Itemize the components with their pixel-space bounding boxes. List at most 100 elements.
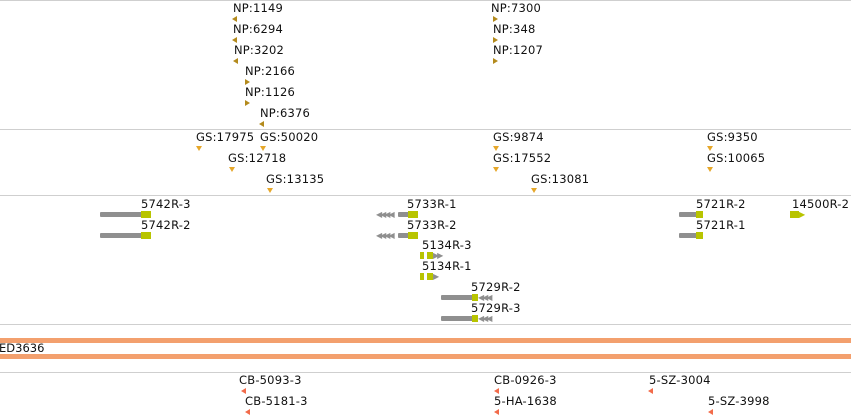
feature-label: NP:348 — [493, 22, 536, 36]
feature-label: 5134R-3 — [422, 238, 472, 252]
feature-label: NP:6376 — [260, 106, 311, 120]
gene-model — [679, 232, 707, 239]
transcript-track: 5742R-3 5742R-2 5733R-1 ◀◀◀◀ 5733R-2 ◀◀◀… — [0, 196, 851, 324]
exon-block — [427, 273, 433, 280]
feature-label: CB-5093-3 — [239, 373, 302, 387]
feature-label: 14500R-2 — [792, 197, 850, 211]
feature-label: 5-SZ-3998 — [708, 394, 770, 408]
exon-block — [141, 232, 151, 239]
marker-left-icon — [648, 388, 653, 394]
feature-label: 5733R-2 — [407, 218, 457, 232]
exon-block — [472, 315, 478, 322]
exon-block — [408, 232, 418, 239]
feature-label: GS:12718 — [228, 151, 287, 165]
marker-left-icon — [232, 37, 237, 43]
marker-left-icon — [494, 388, 499, 394]
feature-label: NP:2166 — [245, 64, 296, 78]
gene-model: ◀◀◀◀ — [376, 210, 422, 219]
feature-label: NP:7300 — [491, 1, 542, 15]
gene-model — [100, 232, 152, 239]
feature-label: 5729R-3 — [471, 301, 521, 315]
feature-label: 5729R-2 — [471, 280, 521, 294]
intron-bar — [679, 212, 697, 217]
np-track: NP:1149 NP:6294 NP:3202 NP:2166 NP:1126 … — [0, 0, 851, 129]
feature-label: NP:6294 — [233, 22, 284, 36]
track-separator — [0, 129, 851, 130]
intron-bar — [100, 212, 142, 217]
gene-model: ▶ — [790, 210, 805, 219]
exon-block — [141, 211, 151, 218]
marker-down-icon — [196, 146, 202, 151]
feature-label: GS:13081 — [531, 172, 590, 186]
track-separator — [0, 195, 851, 196]
exon-block — [696, 211, 703, 218]
strand-arrows-icon: ▶ — [433, 272, 439, 281]
intron-bar — [441, 316, 473, 321]
feature-label: NP:1126 — [245, 85, 296, 99]
feature-label: 5742R-2 — [141, 218, 191, 232]
exon-block — [696, 232, 703, 239]
gene-model: ▶▶ — [420, 251, 444, 260]
marker-left-icon — [708, 409, 713, 415]
strand-arrows-icon: ◀◀◀ — [478, 314, 493, 323]
gene-model: ▶ — [420, 272, 440, 281]
feature-label: CB-0926-3 — [494, 373, 557, 387]
gene-model — [679, 211, 707, 218]
marker-down-icon — [707, 146, 713, 151]
feature-label: GS:9350 — [707, 130, 758, 144]
marker-left-icon — [494, 409, 499, 415]
deficiency-band-bottom — [0, 354, 851, 359]
feature-label: 5742R-3 — [141, 197, 191, 211]
strand-arrows-icon: ◀◀◀◀ — [376, 210, 395, 219]
feature-label: 5721R-1 — [696, 218, 746, 232]
gene-model — [100, 211, 152, 218]
strand-arrows-icon: ◀◀◀ — [478, 293, 493, 302]
deficiency-label: ED3636 — [0, 341, 45, 355]
exon-block — [790, 211, 799, 218]
feature-label: CB-5181-3 — [245, 394, 308, 408]
marker-down-icon — [493, 146, 499, 151]
marker-left-icon — [259, 121, 264, 127]
deficiency-band-top — [0, 338, 851, 343]
marker-left-icon — [232, 16, 237, 22]
track-separator — [0, 0, 851, 1]
feature-label: 5721R-2 — [696, 197, 746, 211]
strand-arrows-icon: ▶ — [799, 210, 805, 219]
marker-right-icon — [245, 100, 250, 106]
gene-model: ◀◀◀◀ — [376, 231, 422, 240]
marker-down-icon — [531, 188, 537, 193]
track-separator — [0, 372, 851, 373]
track-separator — [0, 324, 851, 325]
feature-label: 5733R-1 — [407, 197, 457, 211]
exon-block — [427, 252, 433, 259]
exon-block — [420, 273, 424, 280]
gene-model: ◀◀◀ — [441, 314, 497, 323]
marker-right-icon — [245, 79, 250, 85]
feature-label: 5-HA-1638 — [494, 394, 557, 408]
intron-bar — [398, 233, 410, 238]
feature-label: NP:1207 — [493, 43, 544, 57]
marker-right-icon — [493, 16, 498, 22]
cb-track: CB-5093-3 CB-5181-3 CB-0926-3 5-HA-1638 … — [0, 373, 851, 418]
marker-right-icon — [493, 37, 498, 43]
strand-arrows-icon: ◀◀◀◀ — [376, 231, 395, 240]
feature-label: 5-SZ-3004 — [649, 373, 711, 387]
marker-down-icon — [707, 167, 713, 172]
intron-bar — [441, 295, 473, 300]
gs-track: GS:17975 GS:50020 GS:12718 GS:13135 GS:9… — [0, 130, 851, 195]
marker-down-icon — [260, 146, 266, 151]
feature-label: GS:17975 — [196, 130, 255, 144]
intron-bar — [679, 233, 697, 238]
exon-block — [408, 211, 418, 218]
marker-down-icon — [493, 167, 499, 172]
feature-label: NP:3202 — [234, 43, 285, 57]
feature-label: GS:50020 — [260, 130, 319, 144]
deficiency-track[interactable]: ED3636 — [0, 325, 851, 372]
feature-label: NP:1149 — [233, 1, 284, 15]
exon-block — [472, 294, 478, 301]
feature-label: 5134R-1 — [422, 259, 472, 273]
strand-arrows-icon: ▶▶ — [433, 251, 443, 260]
marker-left-icon — [233, 58, 238, 64]
exon-block — [420, 252, 424, 259]
marker-right-icon — [493, 58, 498, 64]
